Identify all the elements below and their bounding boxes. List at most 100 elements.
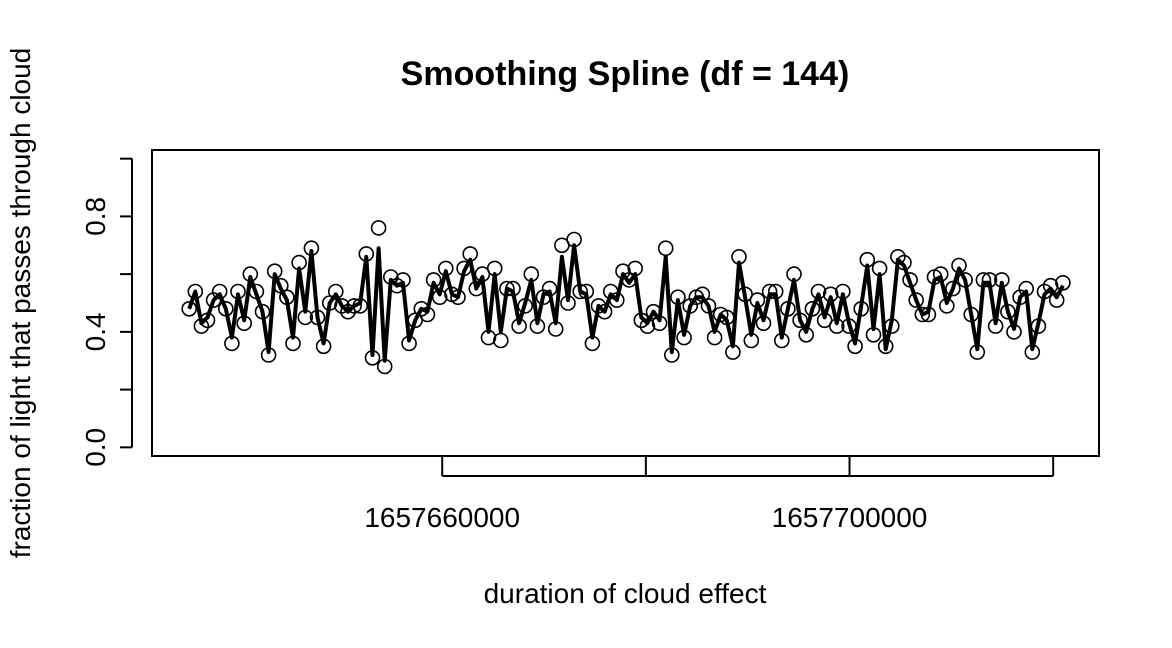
data-point xyxy=(181,300,197,317)
data-point xyxy=(639,318,656,334)
data-point xyxy=(303,240,320,256)
data-point xyxy=(254,303,271,320)
data-point xyxy=(957,272,973,288)
y-axis-label: fraction of light that passes through cl… xyxy=(5,48,36,559)
x-tick-label: 1657660000 xyxy=(364,502,520,533)
data-point xyxy=(486,260,503,277)
data-point xyxy=(908,292,925,308)
data-point xyxy=(706,329,723,346)
data-point xyxy=(297,309,314,326)
data-point xyxy=(480,329,497,346)
data-point xyxy=(1048,292,1065,308)
y-tick-label: 0.8 xyxy=(80,197,111,236)
y-tick-label: 0.4 xyxy=(80,312,111,351)
data-point xyxy=(1000,303,1016,320)
plot-area xyxy=(181,220,1071,375)
data-point xyxy=(596,303,613,320)
data-point xyxy=(462,246,479,262)
x-axis: 1657660000 1657700000 xyxy=(364,456,1055,533)
data-point xyxy=(358,246,375,262)
data-point xyxy=(932,266,949,282)
data-point xyxy=(511,318,527,334)
data-point xyxy=(346,298,362,314)
data-point xyxy=(731,248,747,265)
data-point xyxy=(211,283,228,300)
data-point xyxy=(822,286,839,303)
data-point xyxy=(468,280,485,297)
data-point xyxy=(218,300,234,317)
data-point xyxy=(529,318,546,334)
data-point xyxy=(792,312,808,329)
data-point xyxy=(749,292,766,308)
data-point xyxy=(230,283,246,300)
data-point xyxy=(499,280,515,297)
data-point xyxy=(883,318,900,334)
data-point xyxy=(492,332,509,349)
data-point xyxy=(1006,324,1022,340)
data-point xyxy=(737,286,753,303)
data-point xyxy=(327,283,344,300)
data-point xyxy=(804,300,821,317)
data-point xyxy=(914,306,931,323)
data-point xyxy=(266,263,283,280)
data-point xyxy=(780,300,796,317)
data-point xyxy=(248,283,265,300)
data-point xyxy=(969,344,986,360)
data-point xyxy=(963,306,980,323)
y-axis: 0.0 0.4 0.8 xyxy=(80,157,133,467)
data-point xyxy=(847,338,863,355)
data-point xyxy=(401,335,417,352)
data-point xyxy=(627,260,644,277)
data-point xyxy=(951,257,967,274)
data-point xyxy=(651,315,668,332)
x-axis-label: duration of cloud effect xyxy=(484,578,767,609)
data-point xyxy=(945,280,961,297)
data-point xyxy=(718,309,735,326)
data-point xyxy=(920,306,937,323)
chart-title: Smoothing Spline (df = 144) xyxy=(401,55,850,93)
data-point xyxy=(841,318,857,334)
data-point xyxy=(700,298,717,314)
data-point xyxy=(584,335,601,352)
data-point xyxy=(743,332,760,349)
data-point xyxy=(761,283,778,300)
data-point xyxy=(798,326,815,343)
data-point xyxy=(1042,277,1059,294)
data-point xyxy=(865,326,882,343)
data-point xyxy=(315,338,332,355)
data-point xyxy=(517,298,534,314)
data-point xyxy=(786,266,802,282)
data-point xyxy=(309,309,326,326)
data-point xyxy=(199,312,216,329)
data-point xyxy=(835,283,851,300)
data-point xyxy=(1018,280,1034,297)
data-point xyxy=(981,272,998,288)
data-point xyxy=(352,298,369,314)
data-point xyxy=(395,272,411,288)
data-point xyxy=(993,272,1010,288)
data-point xyxy=(877,338,894,355)
data-point xyxy=(547,321,564,337)
data-point xyxy=(572,283,589,300)
data-point xyxy=(279,289,295,306)
data-point xyxy=(902,272,918,288)
data-point xyxy=(663,347,680,363)
data-point xyxy=(187,283,204,300)
data-point xyxy=(608,292,625,308)
plot-frame xyxy=(151,149,1100,457)
data-point xyxy=(1055,274,1071,291)
data-point xyxy=(975,272,992,288)
data-point xyxy=(657,240,674,256)
data-point xyxy=(376,358,393,375)
data-point xyxy=(437,260,454,277)
data-point xyxy=(431,289,448,306)
data-point xyxy=(676,329,692,346)
data-point xyxy=(938,298,955,314)
data-point xyxy=(828,318,845,334)
data-point xyxy=(260,347,277,363)
data-point xyxy=(755,315,772,332)
data-point xyxy=(419,306,436,323)
data-point xyxy=(505,280,521,297)
data-point xyxy=(370,220,387,236)
